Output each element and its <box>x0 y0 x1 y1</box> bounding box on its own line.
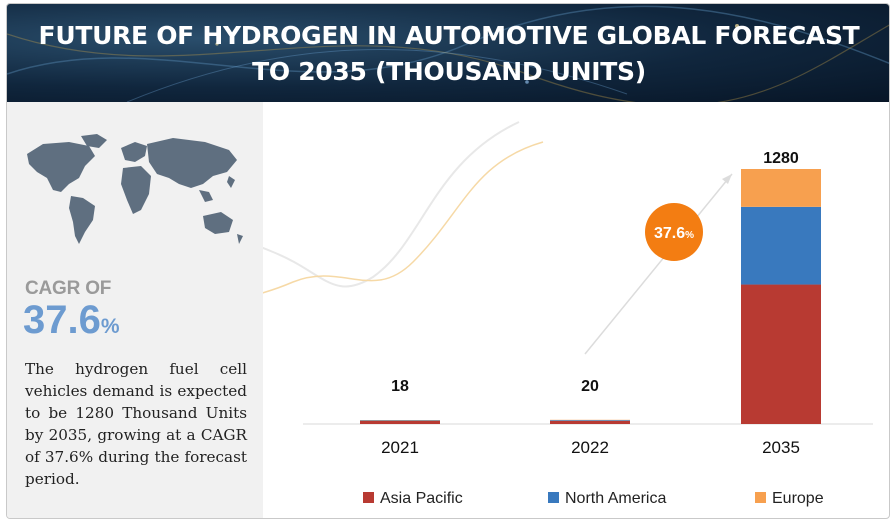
x-tick-2021: 2021 <box>381 438 419 457</box>
bar-segment-north-america-2035 <box>741 206 821 285</box>
legend-swatch-europe <box>755 492 766 503</box>
growth-arrow <box>584 173 733 355</box>
bar-segment-north-america-2021 <box>360 420 440 421</box>
bar-segment-asia-pacific-2021 <box>360 421 440 424</box>
legend: Asia Pacific North America Europe <box>363 490 824 507</box>
legend-swatch-north-america <box>548 492 559 503</box>
legend-swatch-asia-pacific <box>363 492 374 503</box>
cagr-bubble-number: 37.6 <box>654 225 685 242</box>
x-tick-labels: 2021 2022 2035 <box>381 438 800 457</box>
infographic-card: FUTURE OF HYDROGEN IN AUTOMOTIVE GLOBAL … <box>6 3 890 519</box>
total-labels: 18 20 1280 <box>391 150 799 395</box>
x-tick-2035: 2035 <box>762 438 800 457</box>
cagr-unit: % <box>100 315 120 338</box>
bar-segment-asia-pacific-2035 <box>741 284 821 424</box>
world-map-icon <box>27 134 243 244</box>
x-tick-2022: 2022 <box>571 438 609 457</box>
legend-label-north-america: North America <box>565 490 666 507</box>
stacked-bar-chart: 18 20 1280 2021 2022 2035 37.6% Asia Pacific… <box>263 121 873 507</box>
total-label-2021: 18 <box>391 378 409 395</box>
cagr-bubble-label: 37.6% <box>654 225 694 242</box>
growth-arrow-head <box>722 174 732 184</box>
total-label-2022: 20 <box>581 378 599 395</box>
decorative-light-trails <box>7 5 889 102</box>
cagr-bubble-unit: % <box>685 230 694 241</box>
page-title: FUTURE OF HYDROGEN IN AUTOMOTIVE GLOBAL … <box>38 21 860 86</box>
summary-text: The hydrogen fuel cell vehicles demand i… <box>25 360 247 488</box>
legend-label-asia-pacific: Asia Pacific <box>380 490 463 507</box>
bar-segment-north-america-2022 <box>550 420 630 421</box>
cagr-label: CAGR OF <box>25 278 112 299</box>
cagr-number: 37.6 <box>23 298 101 342</box>
bar-group <box>360 169 821 424</box>
cagr-value: 37.6% <box>23 298 120 349</box>
bar-segment-asia-pacific-2022 <box>550 421 630 424</box>
legend-label-europe: Europe <box>772 490 824 507</box>
total-label-2035: 1280 <box>763 150 799 167</box>
cagr-bubble-circle <box>645 203 703 261</box>
header-banner: FUTURE OF HYDROGEN IN AUTOMOTIVE GLOBAL … <box>7 4 889 102</box>
bar-segment-europe-2035 <box>741 169 821 207</box>
decorative-curves <box>263 121 544 294</box>
cagr-bubble: 37.6% <box>645 203 703 261</box>
summary-panel: CAGR OF 37.6% The hydrogen fuel cell veh… <box>7 102 263 518</box>
